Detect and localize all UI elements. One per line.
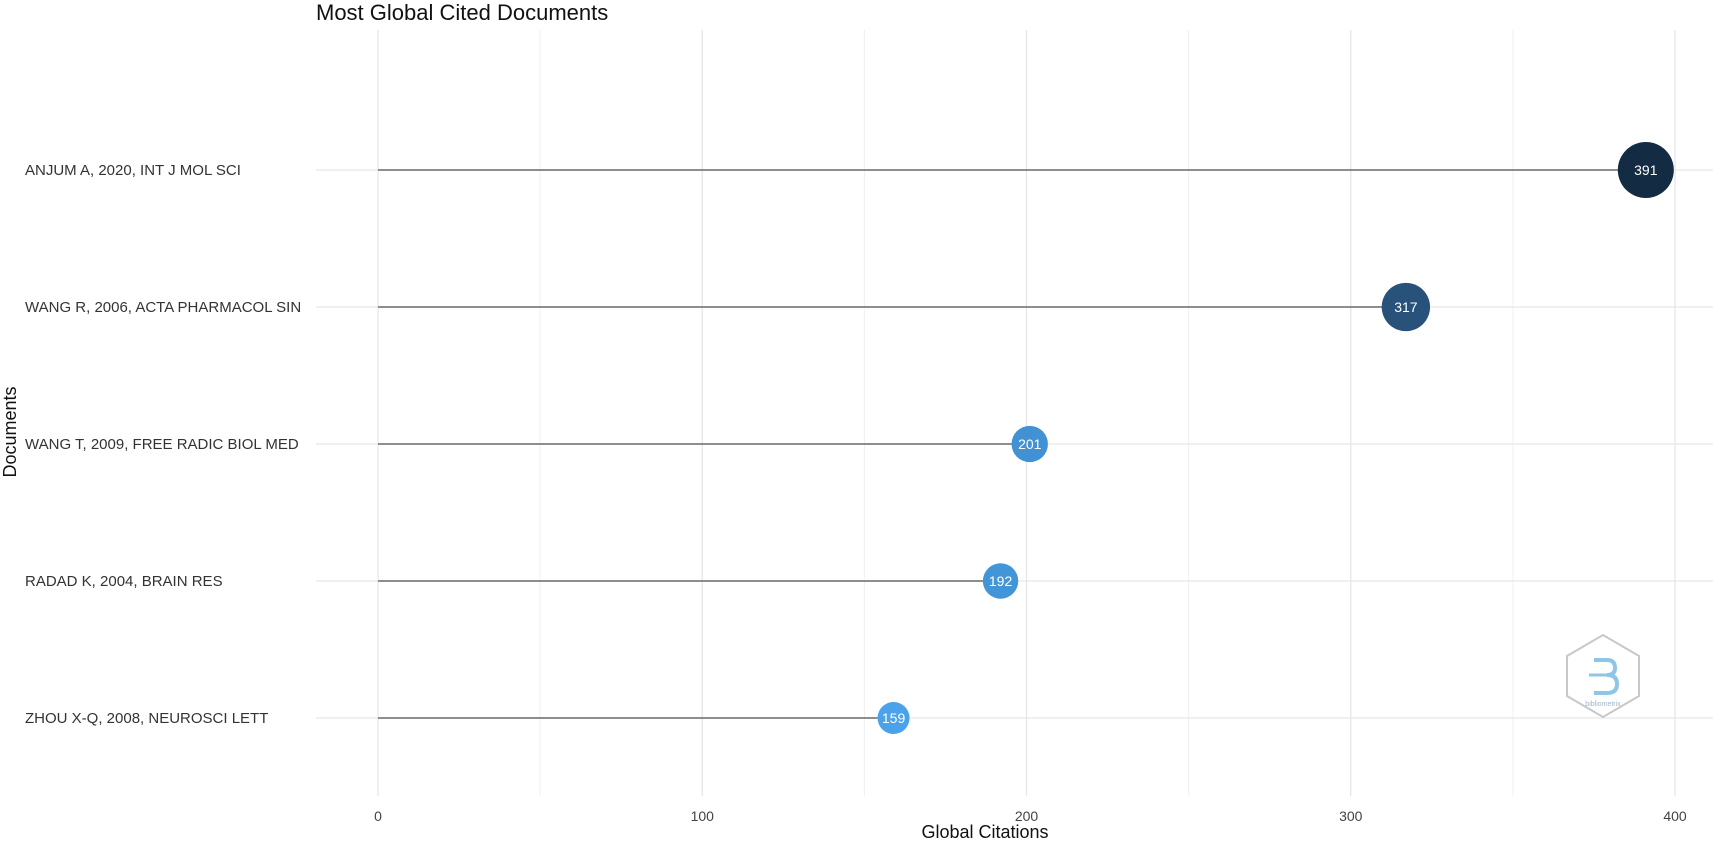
y-axis-title: Documents (0, 386, 20, 477)
y-tick-label: WANG R, 2006, ACTA PHARMACOL SIN (25, 299, 301, 316)
data-label: 201 (1018, 436, 1042, 452)
data-point (1617, 142, 1674, 198)
data-point (1011, 425, 1048, 463)
lollipop-segments (378, 169, 1646, 719)
data-point (982, 563, 1019, 599)
x-tick-label: 400 (1663, 808, 1687, 824)
data-point (1381, 282, 1431, 332)
x-tick-labels: 0 100 200 300 400 (374, 808, 1687, 824)
data-points: 391 317 201 192 159 (877, 142, 1674, 734)
x-axis-title: Global Citations (921, 822, 1048, 842)
y-tick-label: ZHOU X-Q, 2008, NEUROSCI LETT (25, 710, 268, 727)
bibliometrix-logo-icon: bibliometrix (1566, 633, 1640, 719)
data-point (877, 702, 910, 734)
x-tick-label: 300 (1339, 808, 1363, 824)
grid (316, 30, 1713, 796)
y-tick-labels: ANJUM A, 2020, INT J MOL SCI WANG R, 2006… (25, 162, 301, 727)
data-label: 192 (989, 573, 1013, 589)
y-tick-label: ANJUM A, 2020, INT J MOL SCI (25, 162, 241, 179)
x-tick-label: 100 (691, 808, 715, 824)
data-label: 317 (1394, 299, 1418, 315)
watermark-text: bibliometrix (1585, 701, 1621, 708)
x-tick-label: 200 (1015, 808, 1039, 824)
y-tick-label: RADAD K, 2004, BRAIN RES (25, 573, 223, 590)
x-tick-label: 0 (374, 808, 382, 824)
chart-title: Most Global Cited Documents (316, 0, 608, 25)
y-tick-label: WANG T, 2009, FREE RADIC BIOL MED (25, 436, 299, 453)
data-label: 159 (882, 710, 906, 726)
data-label: 391 (1634, 162, 1658, 178)
